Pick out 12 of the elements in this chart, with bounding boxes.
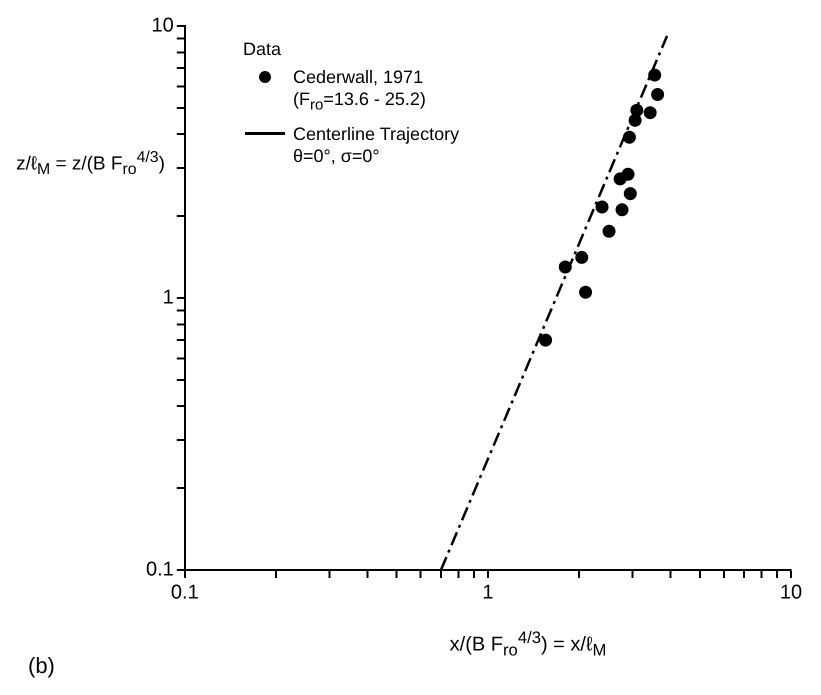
x-tick-label: 10 <box>780 582 802 604</box>
y-tick-label: 10 <box>152 14 174 37</box>
legend-title: Data <box>243 38 282 60</box>
x-tick-label: 0.1 <box>170 582 199 604</box>
legend-label: Centerline Trajectory θ=0°, σ=0° <box>293 122 460 167</box>
x-tick-label: 1 <box>482 582 494 604</box>
x-axis-title: x/(B F$_{ro}$$^{4/3}$) = x/ℓ$_{M}$ <box>448 628 608 661</box>
y-tick-label: 0.1 <box>146 558 174 581</box>
legend-label: Cederwall, 1971 (F$_{ro}$=13.6 - 25.2) <box>293 66 426 116</box>
text: (b) <box>28 653 55 679</box>
y-axis-title: z/ℓ$_{M}$ = z/(B F$_{ro}$$^{4/3}$) <box>15 148 166 180</box>
y-tick-label: 1 <box>162 286 174 309</box>
